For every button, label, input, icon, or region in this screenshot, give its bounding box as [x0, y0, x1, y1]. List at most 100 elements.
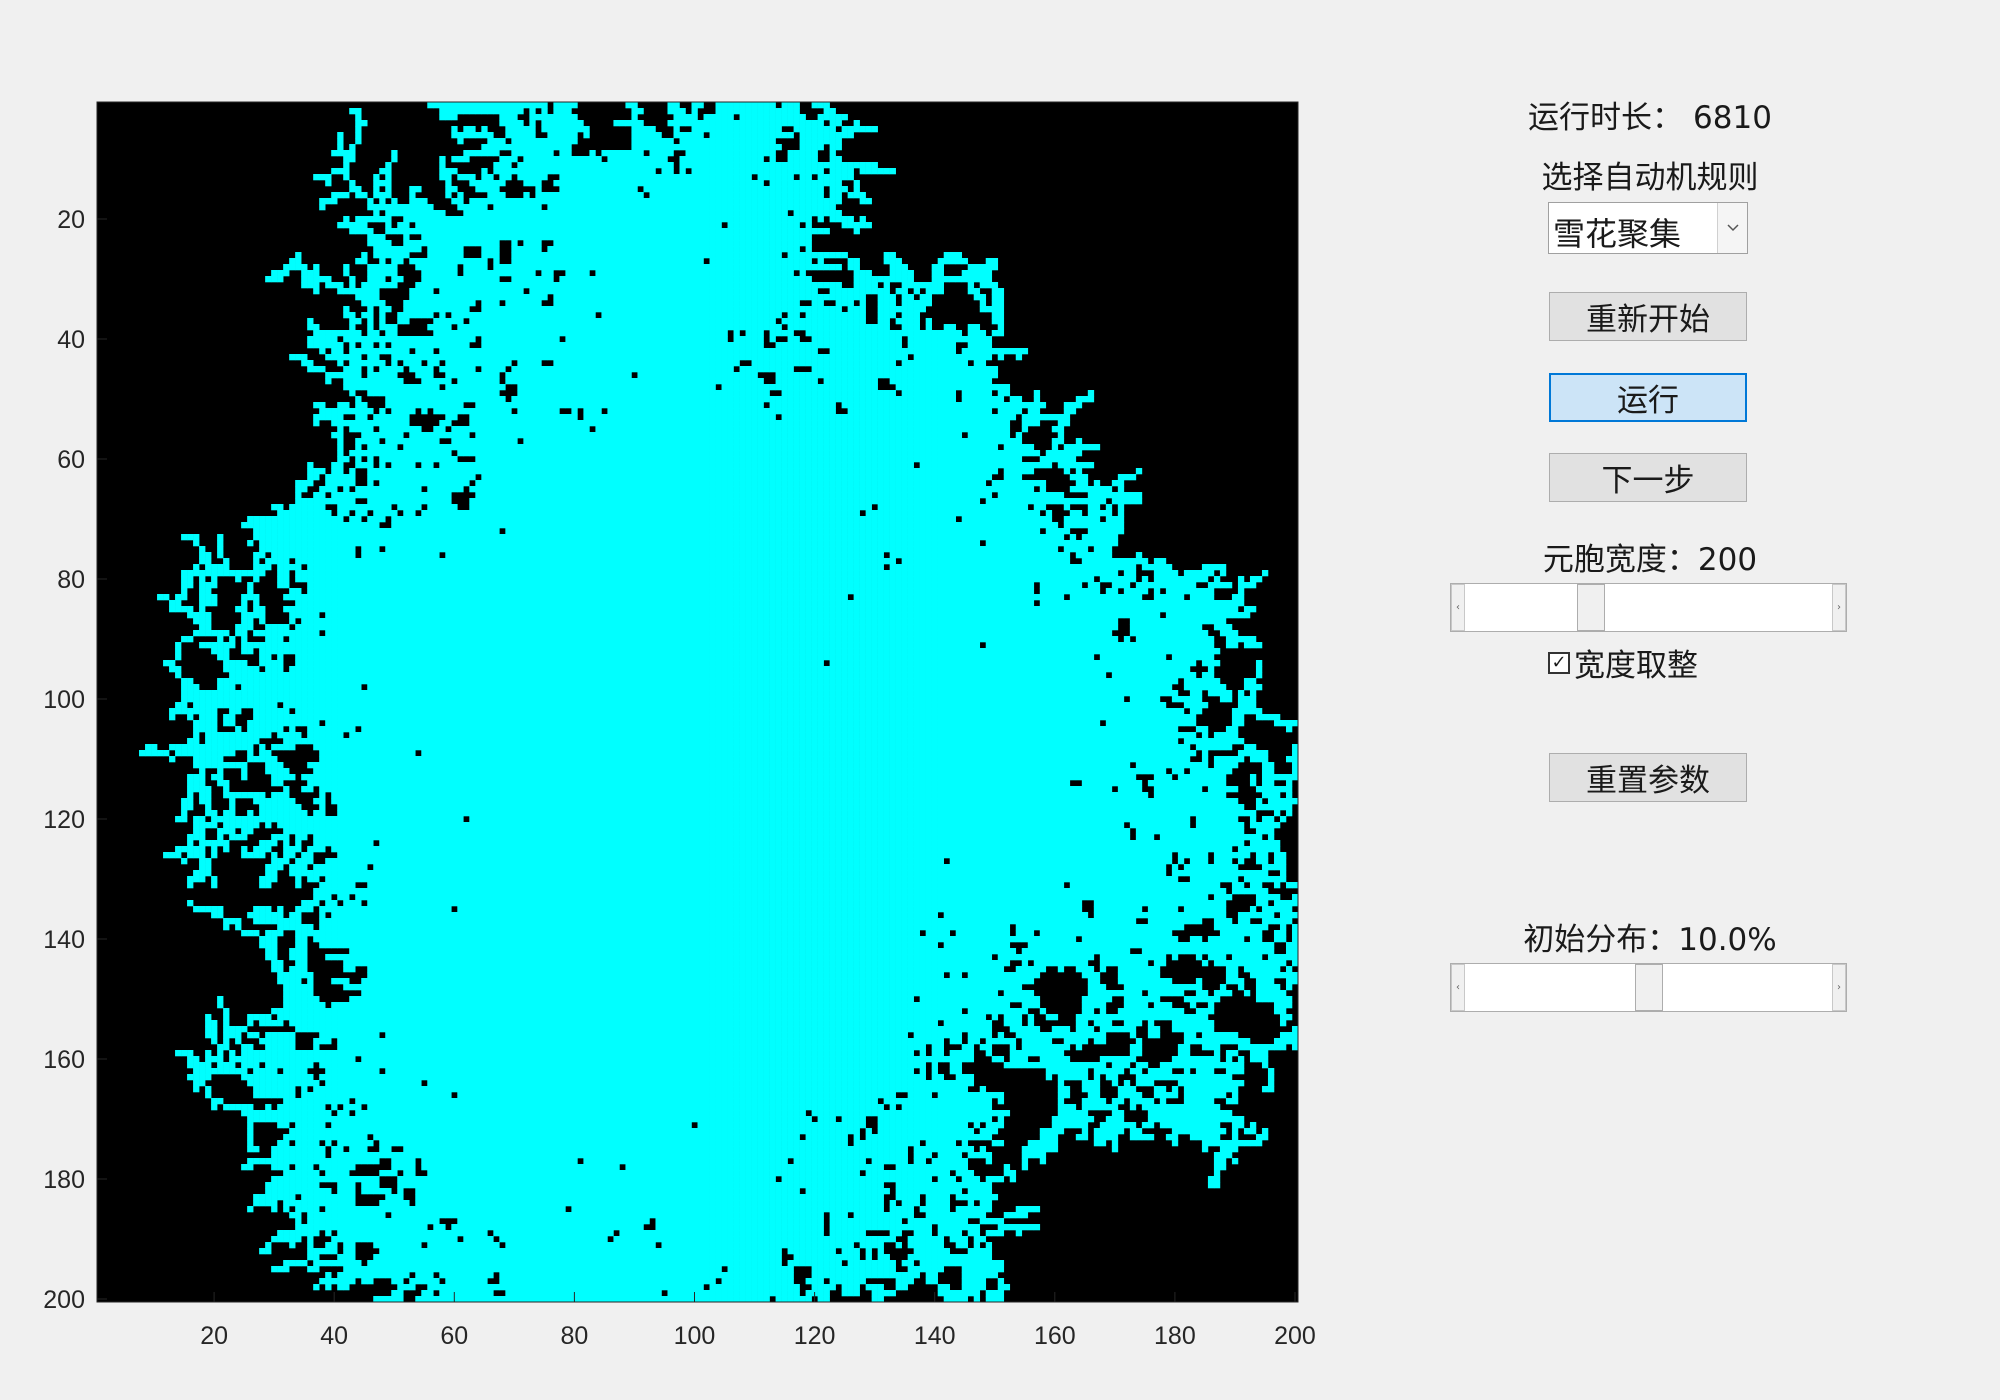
cell	[637, 198, 643, 204]
cell	[649, 270, 655, 276]
cell	[704, 168, 710, 174]
cell	[637, 312, 643, 318]
cell	[998, 396, 1004, 402]
cell	[451, 330, 457, 336]
cell	[541, 372, 547, 378]
cell	[782, 420, 788, 426]
cell	[445, 372, 451, 378]
cell	[1064, 414, 1070, 420]
cell	[625, 252, 631, 258]
cell	[529, 258, 535, 264]
cell	[373, 300, 379, 306]
cell	[391, 426, 397, 432]
cell	[559, 378, 565, 384]
cell	[541, 384, 547, 390]
cell	[487, 108, 493, 114]
cell	[529, 390, 535, 396]
cell	[559, 342, 565, 348]
cell	[722, 126, 728, 132]
cell	[661, 408, 667, 414]
cell	[734, 294, 740, 300]
cell	[559, 450, 565, 456]
cell	[812, 420, 818, 426]
cell	[493, 438, 499, 444]
cell	[589, 198, 595, 204]
cell	[824, 396, 830, 402]
cell	[1052, 450, 1058, 456]
cell	[631, 294, 637, 300]
cell	[854, 402, 860, 408]
cell	[349, 222, 355, 228]
cell	[824, 384, 830, 390]
cell	[698, 444, 704, 450]
cell	[902, 300, 908, 306]
cell	[830, 348, 836, 354]
cell	[331, 168, 337, 174]
cell	[403, 204, 409, 210]
cell	[698, 246, 704, 252]
cell	[529, 372, 535, 378]
cell	[421, 240, 427, 246]
cell	[565, 114, 571, 120]
cell	[307, 276, 313, 282]
cell	[854, 426, 860, 432]
cell	[553, 234, 559, 240]
cell	[565, 276, 571, 282]
cell	[451, 354, 457, 360]
cell	[607, 366, 613, 372]
cell	[704, 432, 710, 438]
cell	[331, 342, 337, 348]
cell	[800, 438, 806, 444]
cell	[980, 426, 986, 432]
cell	[734, 228, 740, 234]
cell	[631, 348, 637, 354]
cell	[716, 240, 722, 246]
cell	[673, 384, 679, 390]
cell	[355, 294, 361, 300]
cell	[782, 432, 788, 438]
cell	[770, 432, 776, 438]
cell	[1064, 408, 1070, 414]
cell	[722, 366, 728, 372]
cell	[379, 234, 385, 240]
cell	[788, 282, 794, 288]
cell	[824, 378, 830, 384]
cell	[439, 270, 445, 276]
cell	[800, 282, 806, 288]
cell	[655, 336, 661, 342]
cell	[493, 192, 499, 198]
cell	[655, 360, 661, 366]
cell	[391, 150, 397, 156]
cell	[800, 396, 806, 402]
cell	[499, 264, 505, 270]
cell	[812, 228, 818, 234]
cell	[613, 420, 619, 426]
cell	[746, 234, 752, 240]
cell	[704, 402, 710, 408]
cell	[619, 210, 625, 216]
cell	[914, 360, 920, 366]
cell	[824, 252, 830, 258]
cell	[812, 402, 818, 408]
cell	[764, 282, 770, 288]
cell	[619, 228, 625, 234]
cell	[619, 276, 625, 282]
cell	[631, 342, 637, 348]
cell	[962, 336, 968, 342]
cell	[367, 204, 373, 210]
cell	[487, 282, 493, 288]
cell	[313, 420, 319, 426]
cell	[379, 390, 385, 396]
cell	[529, 144, 535, 150]
cell	[1010, 402, 1016, 408]
cell	[914, 426, 920, 432]
cell	[607, 432, 613, 438]
cell	[770, 264, 776, 270]
cell	[902, 354, 908, 360]
cell	[649, 228, 655, 234]
cell	[836, 348, 842, 354]
cell	[788, 192, 794, 198]
cell	[445, 180, 451, 186]
cell	[998, 312, 1004, 318]
cell	[577, 198, 583, 204]
